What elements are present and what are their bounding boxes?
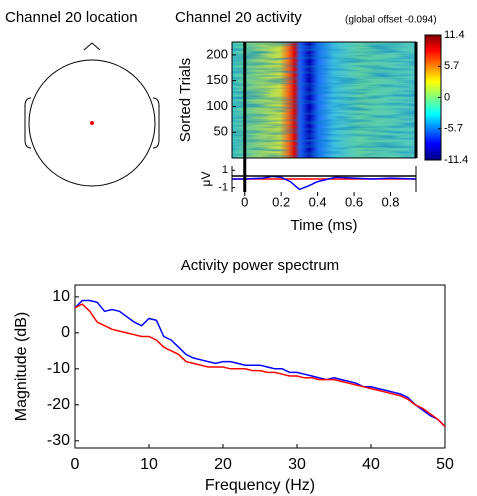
y-tick-label: 100 [206, 98, 228, 113]
x-tick-label: 20 [214, 456, 232, 473]
y-tick-label: 0 [61, 324, 70, 341]
nose [83, 42, 101, 51]
colorbar-tick-label: 5.7 [444, 60, 459, 72]
x-tick-label: 30 [288, 456, 306, 473]
erp-image-noise [232, 42, 416, 158]
spectrum-line [74, 299, 446, 427]
head-plot [24, 42, 160, 187]
x-tick-label: 0.8 [381, 194, 399, 209]
panel-title: Activity power spectrum [181, 257, 339, 274]
y-tick-label: -20 [47, 396, 70, 413]
y-tick-label: -30 [47, 432, 70, 449]
colorbar-tick-label: -5.7 [444, 123, 463, 135]
panel-title: Channel 20 activity [175, 9, 302, 26]
spectrum-line [74, 303, 446, 427]
y-tick-label: 10 [52, 288, 70, 305]
panel-title: Channel 20 location [5, 9, 138, 26]
y-tick-label: -10 [47, 360, 70, 377]
x-axis-label: Time (ms) [291, 217, 358, 234]
right-ear [152, 97, 160, 149]
x-tick-label: 0.4 [309, 194, 327, 209]
erp-y-label: μV [199, 172, 213, 187]
x-tick-label: 40 [362, 456, 380, 473]
y-tick-label: 150 [206, 72, 228, 87]
colorbar-tick-label: -11.4 [444, 154, 468, 166]
x-tick-label: 0 [241, 194, 248, 209]
colorbar-tick-label: 11.4 [444, 29, 465, 41]
erp-y-tick-label: 1 [222, 164, 228, 176]
axes-frame [74, 284, 446, 449]
x-tick-label: 0.6 [345, 194, 363, 209]
x-tick-label: 0 [71, 456, 80, 473]
panel-subtitle: (global offset -0.094) [345, 15, 437, 26]
y-tick-label: 200 [206, 46, 228, 61]
x-tick-label: 10 [140, 456, 158, 473]
erp-trace [232, 175, 417, 191]
erp-y-tick-label: -1 [218, 182, 228, 194]
y-axis-label: Sorted Trials [177, 58, 194, 142]
y-axis-label: Magnitude (dB) [13, 312, 30, 421]
x-axis-label: Frequency (Hz) [205, 477, 315, 494]
y-tick-label: 50 [214, 124, 228, 139]
colorbar-tick-label: 0 [444, 91, 450, 103]
x-tick-label: 50 [436, 456, 454, 473]
x-tick-label: 0.2 [272, 194, 290, 209]
electrode [90, 121, 94, 125]
left-ear [24, 97, 32, 149]
